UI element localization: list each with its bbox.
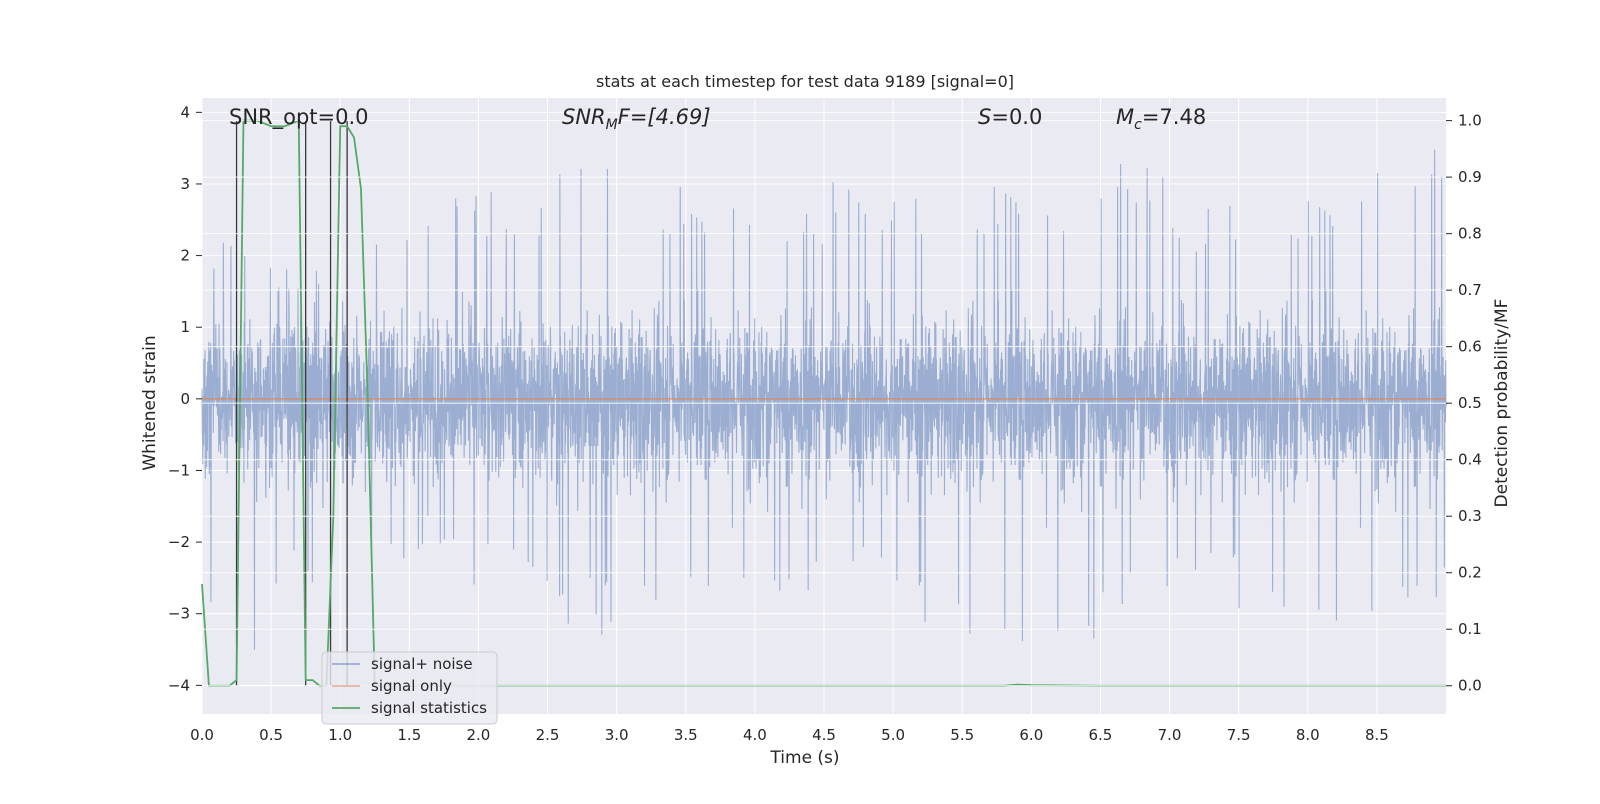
y-tick-label: 2 — [180, 247, 190, 265]
y-axis-label: Whitened strain — [140, 335, 160, 470]
x-tick-label: 3.0 — [605, 726, 629, 744]
x-tick-label: 6.5 — [1089, 726, 1113, 744]
x-ticks: 0.0 0.5 1.0 1.5 2.0 2.5 3.0 3.5 4.0 4.5 5.0 5.5 6.0 6… — [190, 726, 1389, 744]
y-right-tick-label: 0.0 — [1458, 677, 1482, 695]
legend-label-signal-only: signal only — [371, 677, 452, 695]
legend-box — [321, 651, 498, 725]
x-tick-label: 5.0 — [881, 726, 905, 744]
y-ticks: 4 3 2 1 0 −1 −2 −3 −4 — [168, 103, 202, 694]
x-tick-label: 4.0 — [743, 726, 767, 744]
y-right-tick-label: 0.8 — [1458, 225, 1482, 243]
x-tick-label: 3.5 — [674, 726, 698, 744]
x-tick-label: 1.0 — [328, 726, 352, 744]
right-grid-lines — [202, 120, 1446, 687]
y-tick-label: 3 — [180, 175, 190, 193]
legend-label-signal-noise: signal+ noise — [371, 655, 473, 673]
x-tick-label: 7.5 — [1227, 726, 1251, 744]
x-tick-label: 2.0 — [467, 726, 491, 744]
signal-noise-line — [201, 149, 1447, 650]
x-tick-label: 6.0 — [1019, 726, 1043, 744]
y-right-tick-label: 1.0 — [1458, 112, 1482, 130]
y-tick-label: −4 — [168, 676, 190, 694]
y-right-tick-label: 0.1 — [1458, 620, 1482, 638]
y-right-tick-label: 0.7 — [1458, 281, 1482, 299]
x-tick-label: 4.5 — [812, 726, 836, 744]
x-tick-label: 1.5 — [397, 726, 421, 744]
y-right-tick-label: 0.5 — [1458, 394, 1482, 412]
legend-label-signal-statistics: signal statistics — [371, 699, 487, 717]
annotation-s: S=0.0 — [978, 105, 1042, 129]
x-tick-label: 0.5 — [259, 726, 283, 744]
x-tick-label: 8.5 — [1365, 726, 1389, 744]
x-tick-label: 8.0 — [1296, 726, 1320, 744]
y-right-ticks: 1.0 0.9 0.8 0.7 0.6 0.5 0.4 0.3 0.2 0.1 0.0 — [1446, 112, 1482, 695]
chart-title: stats at each timestep for test data 918… — [596, 72, 1014, 91]
x-tick-label: 5.5 — [950, 726, 974, 744]
y-right-tick-label: 0.3 — [1458, 507, 1482, 525]
y-right-tick-label: 0.6 — [1458, 338, 1482, 356]
annotation-snr-mf: SNRMF=[4.69] — [562, 105, 711, 133]
y-right-tick-label: 0.2 — [1458, 564, 1482, 582]
y-tick-label: −2 — [168, 533, 190, 551]
legend: signal+ noise signal only signal statist… — [321, 651, 498, 725]
series-layer — [201, 149, 1447, 650]
annotation-mc: Mc=7.48 — [1116, 105, 1206, 133]
y-tick-label: 4 — [180, 103, 190, 121]
annotation-snr-opt: SNR_opt=0.0 — [229, 105, 369, 130]
y-tick-label: 1 — [180, 318, 190, 336]
y-tick-label: 0 — [180, 390, 190, 408]
y-tick-label: −3 — [168, 605, 190, 623]
y-right-tick-label: 0.9 — [1458, 168, 1482, 186]
y-right-tick-label: 0.4 — [1458, 451, 1482, 469]
x-tick-label: 7.0 — [1158, 726, 1182, 744]
y-tick-label: −1 — [168, 461, 190, 479]
x-tick-label: 0.0 — [190, 726, 214, 744]
y-right-axis-label: Detection probability/MF — [1492, 299, 1512, 508]
x-axis-label: Time (s) — [769, 748, 839, 768]
x-tick-label: 2.5 — [536, 726, 560, 744]
